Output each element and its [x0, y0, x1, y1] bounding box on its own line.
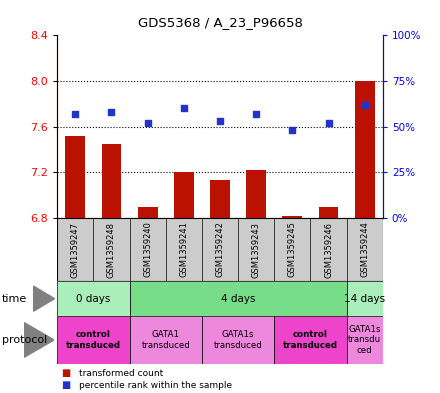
Text: protocol: protocol [2, 335, 48, 345]
Point [325, 120, 332, 126]
Bar [347, 281, 383, 316]
Text: GSM1359244: GSM1359244 [360, 222, 369, 277]
Text: time: time [2, 294, 27, 304]
Bar [129, 281, 347, 316]
Text: GDS5368 / A_23_P96658: GDS5368 / A_23_P96658 [138, 16, 302, 29]
Point [289, 127, 296, 134]
Bar [102, 144, 121, 218]
Polygon shape [33, 286, 55, 311]
Point [144, 120, 151, 126]
Text: control
transduced: control transduced [283, 330, 338, 350]
Bar [347, 316, 383, 364]
Polygon shape [24, 323, 54, 357]
Bar [282, 216, 302, 218]
Text: GSM1359245: GSM1359245 [288, 222, 297, 277]
Text: GATA1s
transdu
ced: GATA1s transdu ced [348, 325, 381, 355]
Text: GSM1359248: GSM1359248 [107, 222, 116, 277]
Bar [202, 316, 274, 364]
Point [108, 109, 115, 115]
Text: GATA1s
transduced: GATA1s transduced [214, 330, 263, 350]
Text: GSM1359242: GSM1359242 [216, 222, 224, 277]
Text: transformed count: transformed count [79, 369, 163, 378]
Bar [246, 170, 266, 218]
Bar [174, 173, 194, 218]
Point [361, 102, 368, 108]
Point [216, 118, 224, 125]
Bar [319, 207, 338, 218]
Text: GSM1359240: GSM1359240 [143, 222, 152, 277]
Text: GSM1359246: GSM1359246 [324, 222, 333, 277]
Bar [355, 81, 375, 218]
Text: percentile rank within the sample: percentile rank within the sample [79, 381, 232, 389]
Bar [66, 136, 85, 218]
Text: ■: ■ [62, 380, 71, 390]
Text: 14 days: 14 days [344, 294, 385, 304]
Text: GSM1359243: GSM1359243 [252, 222, 260, 277]
Bar [138, 207, 158, 218]
Point [180, 105, 187, 112]
Bar [57, 316, 129, 364]
Bar [129, 316, 202, 364]
Text: 4 days: 4 days [221, 294, 255, 304]
Bar [274, 316, 347, 364]
Text: control
transduced: control transduced [66, 330, 121, 350]
Point [253, 111, 260, 117]
Point [72, 111, 79, 117]
Text: 0 days: 0 days [76, 294, 110, 304]
Text: GSM1359241: GSM1359241 [180, 222, 188, 277]
Bar [57, 281, 129, 316]
Text: GATA1
transduced: GATA1 transduced [141, 330, 190, 350]
Text: GSM1359247: GSM1359247 [71, 222, 80, 277]
Bar [210, 180, 230, 218]
Text: ■: ■ [62, 368, 71, 378]
